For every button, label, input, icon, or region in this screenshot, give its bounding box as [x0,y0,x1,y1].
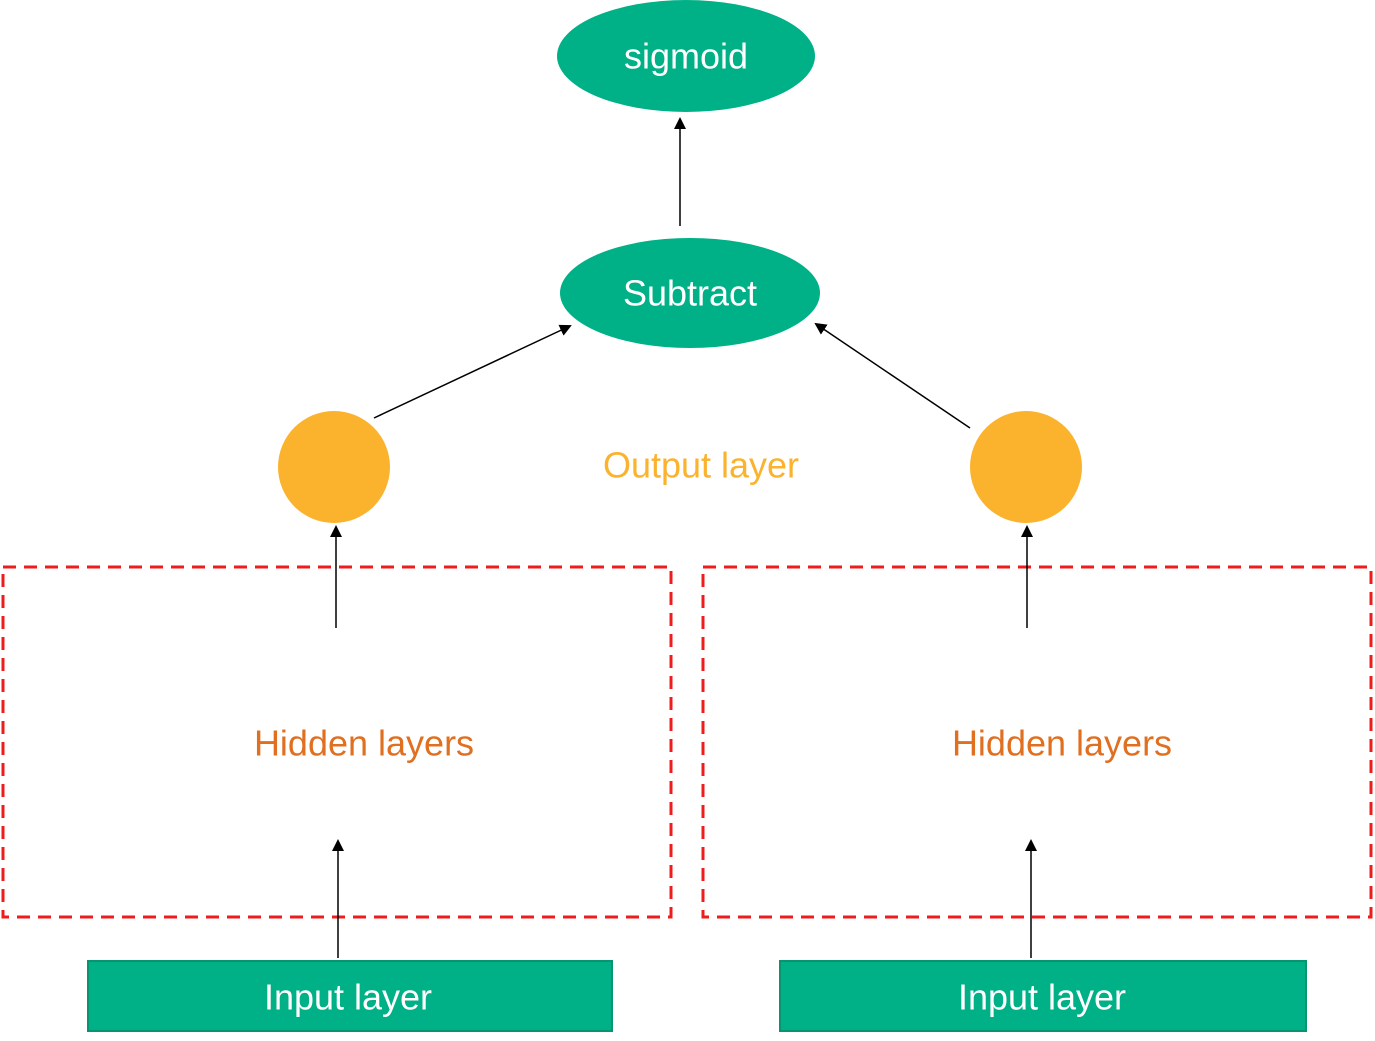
input-layer-label-right: Input layer [958,977,1126,1018]
hidden-layers-label-right: Hidden layers [952,723,1172,764]
arrow-output-left-to-subtract [373,324,572,419]
output-node-right [970,411,1082,523]
output-layer-label: Output layer [603,445,799,486]
input-layer-box-right: Input layer [779,960,1307,1032]
subtract-label: Subtract [623,273,757,314]
hidden-layers-box-left [1,565,673,919]
sigmoid-node: sigmoid [557,0,815,112]
hidden-layers-label-left: Hidden layers [254,723,474,764]
arrow-output-right-to-subtract [814,322,971,429]
subtract-node: Subtract [560,238,820,348]
hidden-layers-box-right [701,565,1373,919]
sigmoid-label: sigmoid [624,36,748,77]
output-node-left [278,411,390,523]
input-layer-label-left: Input layer [264,977,432,1018]
input-layer-box-left: Input layer [87,960,613,1032]
